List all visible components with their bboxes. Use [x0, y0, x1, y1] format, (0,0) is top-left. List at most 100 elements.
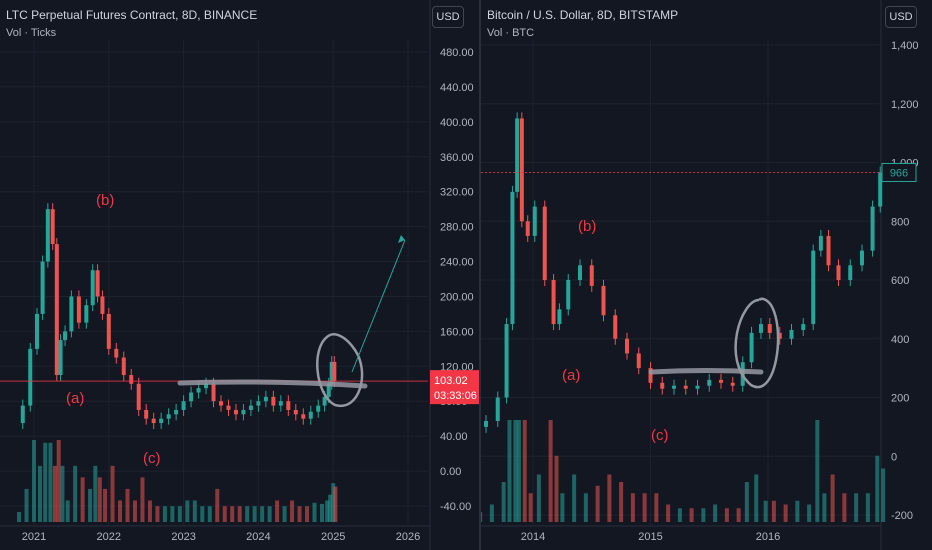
- y-tick-label: 0: [891, 451, 897, 463]
- volume-bar: [583, 493, 588, 522]
- volume-bar: [554, 455, 559, 522]
- pane-divider[interactable]: [479, 0, 481, 550]
- candle-body: [50, 209, 55, 245]
- volume-bar: [97, 477, 102, 522]
- volume-bar: [230, 506, 235, 522]
- candle-body: [601, 285, 606, 316]
- volume-bar: [481, 512, 483, 522]
- projection-arrow: [351, 239, 406, 373]
- wave-label: (c): [651, 427, 669, 444]
- y-tick-label: 40.00: [440, 431, 468, 443]
- wave-label: (a): [66, 390, 84, 407]
- volume-bar: [48, 442, 53, 522]
- candle-body: [878, 172, 883, 207]
- y-tick-label: 400: [891, 334, 909, 346]
- candle-body: [332, 361, 337, 382]
- candle-body: [811, 250, 816, 325]
- wave-label: (b): [578, 218, 596, 235]
- candle-body: [241, 409, 246, 415]
- right-chart-pane[interactable]: 1,4001,2001,0008006004002000-20020142015…: [481, 0, 932, 550]
- candle-body: [136, 383, 141, 410]
- volume-bar: [319, 503, 324, 522]
- left-volume-legend: Vol · Ticks: [6, 27, 57, 39]
- volume-bar: [724, 508, 729, 522]
- wave-label: (a): [562, 367, 580, 384]
- candle-body: [271, 396, 276, 406]
- volume-bar: [147, 500, 152, 522]
- countdown-text: 03:33:06: [434, 390, 477, 402]
- candle-body: [613, 315, 618, 339]
- volume-bar: [822, 493, 827, 522]
- y-tick-label: 320.00: [440, 187, 474, 199]
- candle-body: [166, 414, 171, 419]
- volume-bar: [666, 504, 671, 522]
- candle-body: [625, 338, 629, 354]
- candle-body: [226, 405, 231, 410]
- volume-bar: [560, 493, 565, 522]
- volume-bar: [875, 455, 880, 522]
- left-chart-title: LTC Perpetual Futures Contract, 8D, BINA…: [6, 8, 258, 22]
- candle-body: [54, 244, 59, 376]
- x-tick-label: 2021: [22, 531, 46, 543]
- candle-body: [789, 329, 794, 339]
- x-tick-label: 2022: [97, 531, 121, 543]
- y-tick-label: 800: [891, 216, 909, 228]
- ltc-chart-canvas[interactable]: 480.00 440.00 400.00 360.00 320.00 280.00 240.…: [0, 0, 479, 550]
- volume-bar: [333, 486, 338, 522]
- right-currency-button[interactable]: USD: [885, 6, 917, 28]
- candle-body: [263, 396, 268, 402]
- left-chart-pane[interactable]: 480.00 440.00 400.00 360.00 320.00 280.00 240.…: [0, 0, 479, 550]
- candle-body: [40, 261, 45, 314]
- y-tick-label: 480.00: [440, 47, 474, 59]
- y-tick-label: 440.00: [440, 82, 474, 94]
- volume-bar: [736, 508, 741, 522]
- volume-bar: [65, 500, 70, 522]
- projection-arrowhead: [398, 235, 405, 243]
- x-tick-label: 2026: [396, 531, 420, 543]
- volume-bar: [140, 477, 145, 522]
- support-line-drawing: [177, 379, 368, 389]
- volume-bar: [237, 506, 242, 522]
- volume-bar: [93, 465, 98, 522]
- right-volume-legend: Vol · BTC: [487, 27, 535, 39]
- candle-body: [707, 379, 712, 386]
- candle-body: [515, 118, 520, 192]
- candle-body: [636, 353, 641, 369]
- y-tick-label: 200.00: [440, 291, 474, 303]
- candle-body: [308, 411, 313, 419]
- y-tick-label: 240.00: [440, 257, 474, 269]
- candle-body: [34, 313, 39, 349]
- last-price-text: 103.02: [434, 375, 468, 387]
- wave-label: (b): [96, 192, 114, 209]
- candle-body: [293, 409, 298, 415]
- candle-body: [826, 235, 831, 266]
- candle-body: [484, 421, 488, 427]
- y-tick-label: -40.00: [440, 501, 471, 513]
- volume-bar: [507, 420, 512, 522]
- candle-body: [63, 331, 68, 341]
- volume-bar: [245, 506, 250, 522]
- volume-bar: [744, 482, 749, 522]
- candle-body: [719, 379, 723, 383]
- volume-bar: [200, 506, 205, 522]
- y-tick-label: 400.00: [440, 117, 474, 129]
- volume-bar: [830, 474, 835, 522]
- btc-chart-canvas[interactable]: 1,4001,2001,0008006004002000-20020142015…: [481, 0, 932, 550]
- candle-body: [121, 357, 126, 376]
- volume-bar: [222, 506, 227, 522]
- volume-bar: [290, 500, 295, 522]
- breakout-circle-drawing: [316, 333, 364, 407]
- x-tick-label: 2025: [321, 531, 345, 543]
- volume-bar: [275, 500, 280, 522]
- left-currency-button[interactable]: USD: [432, 6, 464, 28]
- candle-body: [204, 383, 209, 389]
- volume-bar: [282, 506, 287, 522]
- volume-bar: [795, 500, 800, 522]
- candle-body: [504, 324, 509, 398]
- candle-body: [683, 385, 688, 389]
- candle-body: [532, 206, 537, 236]
- candle-body: [144, 409, 149, 419]
- volume-bar: [701, 508, 706, 522]
- right-chart-title: Bitcoin / U.S. Dollar, 8D, BITSTAMP: [487, 8, 679, 22]
- y-tick-label: -200: [891, 510, 913, 522]
